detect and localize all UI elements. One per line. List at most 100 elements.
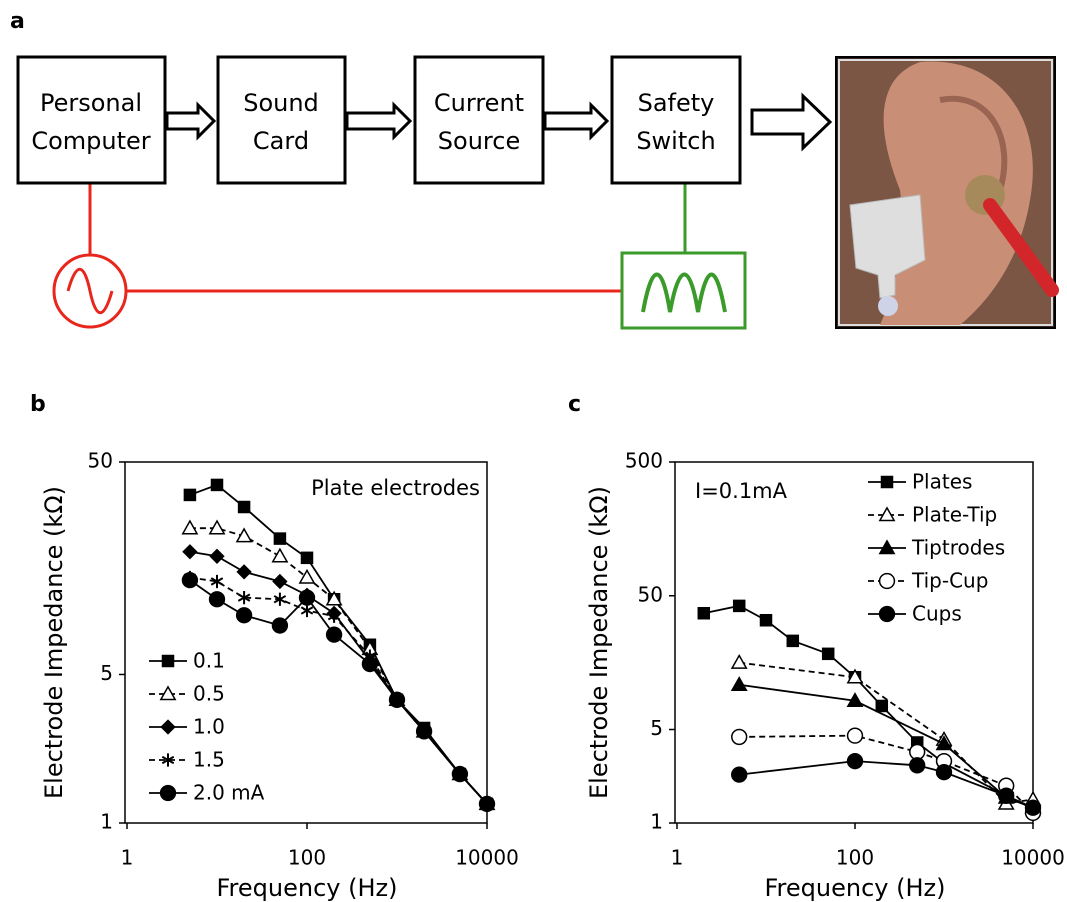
marker <box>998 787 1015 804</box>
marker <box>388 691 406 708</box>
marker <box>451 765 469 783</box>
marker <box>731 728 748 746</box>
arrow <box>750 92 833 152</box>
legend-label: Tip-Cup <box>911 569 988 593</box>
legend-marker <box>880 475 894 489</box>
marker <box>935 735 953 751</box>
y-axis-title: Electrode Impedance (kΩ) <box>40 486 68 799</box>
marker <box>846 692 864 708</box>
marker <box>875 699 889 713</box>
block-text: Switch <box>636 127 715 155</box>
block-text: Card <box>253 127 309 155</box>
marker <box>182 544 198 560</box>
marker <box>210 478 224 492</box>
block-text: Sound <box>243 89 319 117</box>
marker <box>325 626 343 643</box>
marker <box>697 606 711 620</box>
marker <box>271 617 289 634</box>
block-text: Safety <box>638 89 715 117</box>
marker <box>846 752 864 770</box>
legend-marker <box>159 685 177 701</box>
marker <box>236 564 252 580</box>
block-text: Current <box>434 89 524 117</box>
arrow <box>165 101 217 141</box>
marker <box>361 655 379 673</box>
panel-label: c <box>568 392 581 417</box>
marker <box>181 571 199 589</box>
panel-label: a <box>10 9 25 34</box>
legend-marker <box>878 572 896 590</box>
x-axis-title: Frequency (Hz) <box>765 874 946 902</box>
marker <box>272 573 288 590</box>
marker <box>821 647 835 661</box>
switch-window <box>620 251 747 330</box>
plot-frame <box>674 461 1034 824</box>
marker <box>298 589 316 606</box>
legend-label: Cups <box>912 602 962 626</box>
marker <box>846 727 864 744</box>
marker <box>1024 799 1042 816</box>
marker <box>235 607 253 624</box>
x-tick-label: 1 <box>121 846 134 870</box>
marker <box>731 766 748 783</box>
annotation: I=0.1mA <box>695 479 788 503</box>
annotation: Plate electrodes <box>311 476 480 500</box>
marker <box>325 590 343 606</box>
legend-label: 0.5 <box>193 682 225 706</box>
legend-label: 2.0 mA <box>193 781 265 805</box>
marker <box>730 676 748 692</box>
marker <box>786 634 800 648</box>
x-tick-label: 10000 <box>455 846 519 870</box>
plot-frame <box>124 461 488 824</box>
block: Sound Card <box>216 55 347 185</box>
marker <box>415 723 433 740</box>
panel-label: b <box>30 392 46 417</box>
marker <box>909 743 926 761</box>
marker <box>759 613 773 627</box>
marker <box>300 551 314 565</box>
legend-label: 1.5 <box>193 748 225 772</box>
block-text: Source <box>438 127 520 155</box>
marker <box>235 527 253 543</box>
series-line <box>189 527 488 805</box>
marker <box>327 609 341 623</box>
marker <box>478 795 496 813</box>
x-tick-label: 100 <box>288 846 326 870</box>
marker <box>730 653 748 669</box>
marker <box>271 547 289 563</box>
window-icon <box>641 272 727 313</box>
x-tick-label: 10000 <box>1001 846 1065 870</box>
legend-marker <box>878 605 896 623</box>
block: Current Source <box>413 55 545 185</box>
series-line <box>739 760 1034 809</box>
y-tick-label: 1 <box>100 810 113 834</box>
y-tick-label: 5 <box>650 716 663 740</box>
marker <box>732 599 746 613</box>
legend-marker <box>878 539 896 555</box>
marker <box>909 757 926 774</box>
marker <box>181 519 199 535</box>
marker <box>210 574 224 589</box>
legend-label: 0.1 <box>193 649 225 673</box>
ear-photo <box>835 56 1059 329</box>
legend-marker <box>878 506 896 522</box>
legend-marker <box>161 753 175 767</box>
marker <box>273 532 287 545</box>
legend-label: Plates <box>912 470 972 494</box>
marker <box>846 668 864 684</box>
marker <box>209 548 225 564</box>
x-tick-label: 100 <box>836 846 874 870</box>
arrow <box>543 101 610 141</box>
marker <box>273 592 287 606</box>
marker <box>935 763 953 781</box>
block: Safety Switch <box>610 55 742 185</box>
marker <box>237 500 251 514</box>
y-tick-label: 50 <box>638 582 663 606</box>
y-tick-label: 500 <box>625 449 663 473</box>
series-line <box>739 734 1034 814</box>
marker <box>208 519 226 535</box>
block-text: Personal <box>40 89 142 117</box>
legend-marker <box>159 784 177 802</box>
marker <box>300 603 314 618</box>
